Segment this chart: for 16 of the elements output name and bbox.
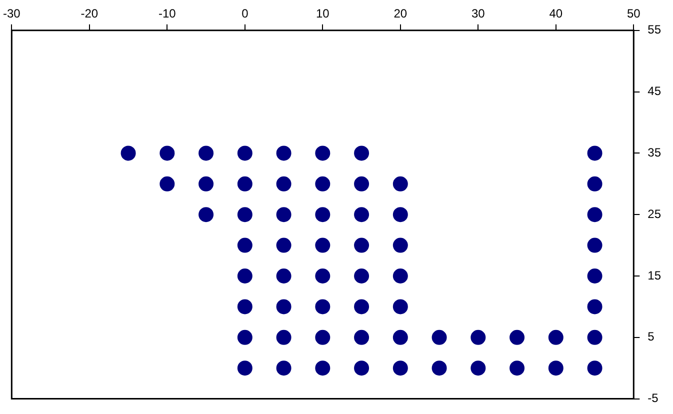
- y-tick-label: 15: [648, 268, 662, 282]
- x-tick-label: 50: [626, 6, 641, 21]
- y-tick-label: 45: [648, 84, 662, 98]
- x-tick-label: -30: [3, 6, 21, 21]
- y-tick-label: 5: [648, 330, 655, 344]
- y-tick-label: -5: [648, 391, 659, 406]
- x-tick-label: 0: [242, 6, 249, 21]
- x-tick-label: 40: [549, 6, 563, 21]
- y-tick-label: 35: [648, 146, 662, 160]
- x-tick-label: 20: [394, 6, 408, 21]
- x-tick-label: -20: [80, 6, 98, 21]
- y-tick-label: 25: [648, 206, 662, 221]
- x-tick-label: 10: [316, 6, 330, 21]
- x-tick-label: -10: [158, 6, 176, 21]
- y-tick-label: 55: [648, 22, 662, 37]
- x-tick-label: 30: [471, 6, 486, 21]
